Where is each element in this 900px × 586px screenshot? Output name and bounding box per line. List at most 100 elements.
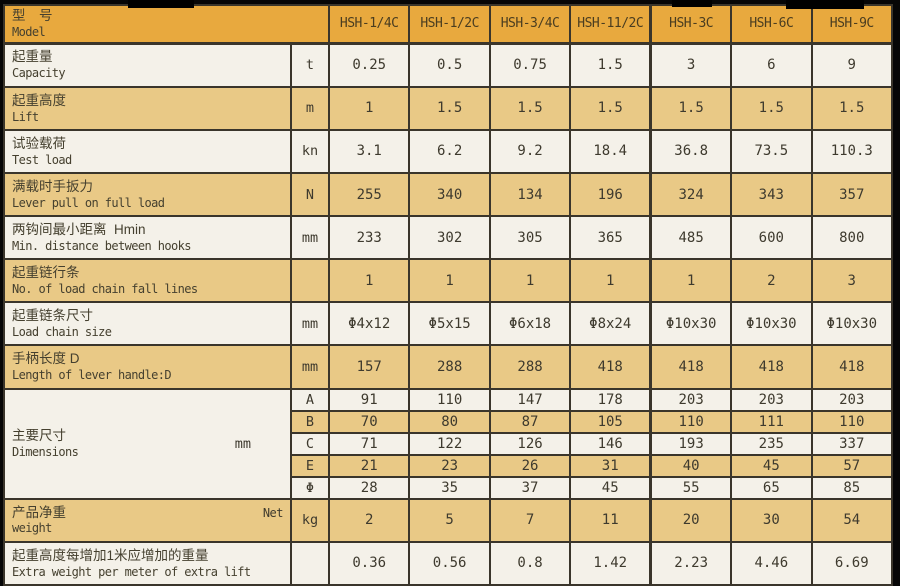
value-cell: 31 bbox=[569, 453, 652, 478]
row-min-distance: 两钩间最小距离 Hmin Min. distance between hooks … bbox=[3, 215, 894, 261]
value-cell: 45 bbox=[730, 453, 813, 478]
model-header-cell: 型 号 Model bbox=[3, 4, 330, 45]
value-cell: 418 bbox=[649, 344, 733, 390]
row-label: 手柄长度 D Length of lever handle:D bbox=[3, 344, 292, 390]
value-cell: 65 bbox=[730, 475, 813, 500]
row-net-weight: 产品净重 Net weight kg 2 5 7 11 20 30 54 bbox=[3, 497, 894, 543]
value-cell: 302 bbox=[408, 215, 491, 261]
model-header-en: Model bbox=[12, 24, 46, 39]
value-cell: 36.8 bbox=[649, 128, 733, 174]
value-cell: 55 bbox=[649, 475, 733, 500]
value-cell: 20 bbox=[649, 497, 733, 543]
value-cell: 357 bbox=[810, 171, 894, 218]
value-cell: 418 bbox=[569, 344, 652, 390]
value-cell: 0.5 bbox=[408, 42, 491, 88]
row-capacity: 起重量 Capacity t 0.25 0.5 0.75 1.5 3 6 9 bbox=[3, 42, 894, 88]
value-cell: 233 bbox=[327, 215, 411, 261]
dim-subrow-label: C bbox=[290, 431, 330, 456]
value-cell: 600 bbox=[730, 215, 813, 261]
value-cell: Φ10x30 bbox=[810, 301, 894, 347]
model-column-header: HSH-11/2C bbox=[569, 4, 652, 45]
value-cell: 146 bbox=[569, 431, 652, 456]
value-cell: 6.69 bbox=[810, 540, 894, 586]
value-cell: 305 bbox=[488, 215, 572, 261]
value-cell: 2.23 bbox=[649, 540, 733, 586]
value-cell: 37 bbox=[488, 475, 572, 500]
model-column-header: HSH-1/4C bbox=[327, 4, 411, 45]
value-cell: 340 bbox=[408, 171, 491, 218]
value-cell: 1.42 bbox=[569, 540, 652, 586]
unit-cell: kn bbox=[290, 128, 330, 174]
row-label-zh: 产品净重 bbox=[12, 504, 66, 520]
row-label-zh: 起重高度每增加1米应增加的重量 bbox=[12, 547, 209, 563]
row-extra-weight: 起重高度每增加1米应增加的重量 Extra weight per meter of… bbox=[3, 540, 894, 586]
value-cell: Φ5x15 bbox=[408, 301, 491, 347]
value-cell: 1 bbox=[408, 258, 491, 304]
value-cell: 203 bbox=[810, 387, 894, 412]
row-label: 起重高度 Lift bbox=[3, 85, 292, 131]
value-cell: 73.5 bbox=[730, 128, 813, 174]
value-cell: 343 bbox=[730, 171, 813, 218]
model-column-header: HSH-3C bbox=[649, 4, 733, 45]
unit-cell: mm bbox=[290, 344, 330, 390]
value-cell: 30 bbox=[730, 497, 813, 543]
value-cell: 85 bbox=[810, 475, 894, 500]
header-row: 型 号 Model HSH-1/4C HSH-1/2C HSH-3/4C HSH-… bbox=[3, 4, 894, 45]
dimensions-label-en: Dimensions bbox=[12, 444, 79, 459]
value-cell: 45 bbox=[569, 475, 652, 500]
dim-subrow-label: Φ bbox=[290, 475, 330, 500]
value-cell: Φ10x30 bbox=[730, 301, 813, 347]
row-label: 产品净重 Net weight bbox=[3, 497, 292, 543]
row-label-en: Lift bbox=[12, 109, 39, 124]
row-label-en: Load chain size bbox=[12, 325, 112, 340]
value-cell: 485 bbox=[649, 215, 733, 261]
row-label-en: Min. distance between hooks bbox=[12, 238, 191, 253]
value-cell: 418 bbox=[810, 344, 894, 390]
row-label-zh: 起重高度 bbox=[12, 92, 66, 108]
value-cell: 3 bbox=[810, 258, 894, 304]
value-cell: Φ8x24 bbox=[569, 301, 652, 347]
value-cell: 1.5 bbox=[730, 85, 813, 131]
value-cell: 110.3 bbox=[810, 128, 894, 174]
value-cell: 6 bbox=[730, 42, 813, 88]
dimensions-unit: mm bbox=[234, 435, 251, 452]
value-cell: 26 bbox=[488, 453, 572, 478]
value-cell: 337 bbox=[810, 431, 894, 456]
value-cell: 110 bbox=[408, 387, 491, 412]
row-label-en: Lever pull on full load bbox=[12, 195, 165, 210]
row-test-load: 试验载荷 Test load kn 3.1 6.2 9.2 18.4 36.8 7… bbox=[3, 128, 894, 174]
unit-cell: t bbox=[290, 42, 330, 88]
value-cell: 418 bbox=[730, 344, 813, 390]
value-cell: 18.4 bbox=[569, 128, 652, 174]
row-label: 两钩间最小距离 Hmin Min. distance between hooks bbox=[3, 215, 292, 261]
value-cell: 1 bbox=[569, 258, 652, 304]
value-cell: 1.5 bbox=[810, 85, 894, 131]
row-label-zh: 满载时手扳力 bbox=[12, 178, 93, 194]
unit-cell: N bbox=[290, 171, 330, 218]
value-cell: 0.75 bbox=[488, 42, 572, 88]
value-cell: 7 bbox=[488, 497, 572, 543]
row-label-zh: 起重链行条 bbox=[12, 265, 80, 281]
unit-cell: m bbox=[290, 85, 330, 131]
row-lever-pull: 满载时手扳力 Lever pull on full load N 255 340 … bbox=[3, 171, 894, 218]
value-cell: 40 bbox=[649, 453, 733, 478]
value-cell: 1.5 bbox=[488, 85, 572, 131]
value-cell: 9.2 bbox=[488, 128, 572, 174]
row-label-en: Extra weight per meter of extra lift bbox=[12, 564, 251, 579]
value-cell: 35 bbox=[408, 475, 491, 500]
row-chain-size: 起重链条尺寸 Load chain size mm Φ4x12 Φ5x15 Φ6x… bbox=[3, 301, 894, 347]
row-label-en: Length of lever handle:D bbox=[12, 368, 172, 383]
row-handle-length: 手柄长度 D Length of lever handle:D mm 157 28… bbox=[3, 344, 894, 390]
value-cell: 105 bbox=[569, 409, 652, 434]
value-cell: 11 bbox=[569, 497, 652, 543]
value-cell: 193 bbox=[649, 431, 733, 456]
value-cell: 1 bbox=[327, 85, 411, 131]
value-cell: 111 bbox=[730, 409, 813, 434]
value-cell: 71 bbox=[327, 431, 411, 456]
unit-cell bbox=[290, 258, 330, 304]
dim-subrow-label: E bbox=[290, 453, 330, 478]
value-cell: 3.1 bbox=[327, 128, 411, 174]
model-column-header: HSH-3/4C bbox=[488, 4, 572, 45]
value-cell: 196 bbox=[569, 171, 652, 218]
value-cell: 1 bbox=[327, 258, 411, 304]
